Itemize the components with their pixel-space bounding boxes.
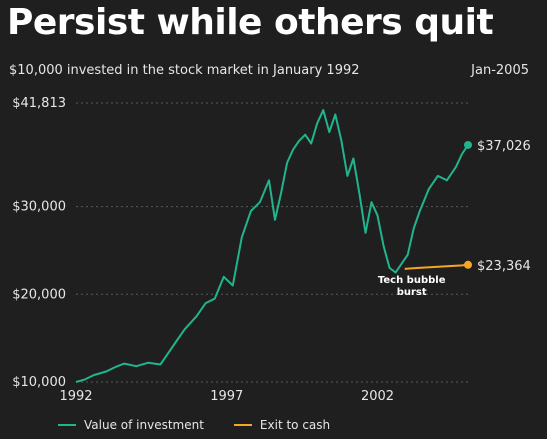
- annotation-line1-0: Tech bubble: [378, 275, 446, 286]
- chart-legend: Value of investment Exit to cash: [58, 418, 330, 432]
- series-end-label-0: $37,026: [477, 139, 531, 154]
- series-line-0: [75, 109, 469, 383]
- legend-label-investment: Value of investment: [84, 418, 204, 432]
- end-date-label: Jan-2005: [471, 63, 529, 78]
- legend-item-cash: Exit to cash: [233, 418, 331, 432]
- y-tick-label-3: $10,000: [12, 375, 66, 390]
- series-line-1: [404, 263, 469, 270]
- y-tick-label-1: $30,000: [12, 200, 66, 215]
- series-end-point-0: [464, 140, 472, 149]
- x-tick-label-1: 1997: [210, 389, 243, 404]
- chart-title: Persist while others quit: [7, 2, 494, 43]
- legend-label-cash: Exit to cash: [259, 418, 331, 432]
- chart-subtitle: $10,000 invested in the stock market in …: [9, 63, 360, 78]
- legend-swatch-cash: [233, 424, 252, 426]
- x-tick-label-2: 2002: [361, 389, 394, 404]
- legend-item-investment: Value of investment: [58, 418, 204, 432]
- legend-swatch-investment: [58, 424, 76, 426]
- y-tick-label-0: $41,813: [12, 96, 66, 111]
- y-tick-label-2: $20,000: [12, 287, 66, 302]
- annotation-line2-0: burst: [397, 287, 427, 298]
- series-end-point-1: [464, 260, 472, 269]
- x-tick-label-0: 1992: [59, 389, 92, 404]
- series-end-label-1: $23,364: [477, 259, 531, 274]
